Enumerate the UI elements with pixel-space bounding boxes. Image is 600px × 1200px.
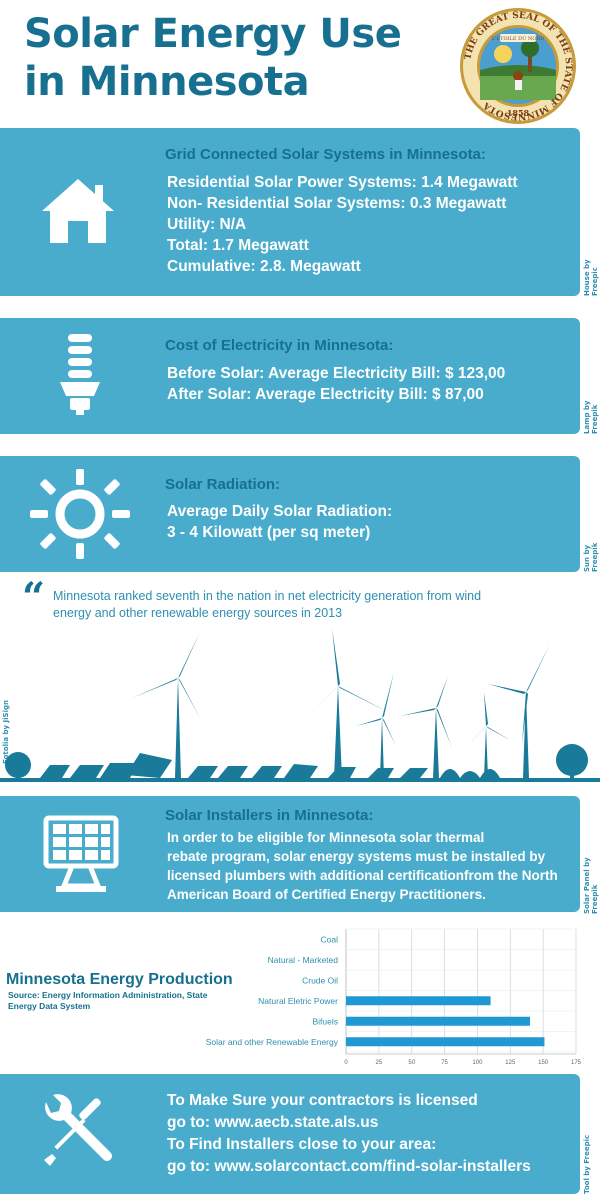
installers-line: In order to be eligible for Minnesota so… xyxy=(167,830,485,845)
seal-ribbon-text: L'ETOILE DU NORD xyxy=(492,36,544,42)
bar xyxy=(346,1016,530,1026)
category-label: Coal xyxy=(321,934,339,944)
radiation-heading: Solar Radiation: xyxy=(165,476,281,493)
contact-panel xyxy=(0,1074,580,1194)
cost-details: Before Solar: Average Electricity Bill: … xyxy=(167,363,505,405)
contact-link-1[interactable]: go to: www.aecb.state.als.us xyxy=(167,1114,379,1131)
page-title: Solar Energy Use in Minnesota xyxy=(24,11,402,105)
x-tick-label: 100 xyxy=(472,1060,483,1066)
grid-line: Cumulative: 2.8. Megawatt xyxy=(167,258,361,275)
state-seal-icon: L'ETOILE DU NORD THE GREAT SEAL OF THE S… xyxy=(460,8,576,124)
installers-line: American Board of Certified Energy Pract… xyxy=(167,887,486,902)
cost-panel xyxy=(0,318,580,434)
x-tick-label: 75 xyxy=(441,1060,448,1066)
x-tick-label: 125 xyxy=(505,1060,516,1066)
category-label: Crude Oil xyxy=(302,975,338,985)
tools-icon xyxy=(44,1094,112,1166)
cost-credit: Lamp by Freepik xyxy=(583,400,599,435)
installers-line: rebate program, solar energy systems mus… xyxy=(167,849,546,864)
contact-link-2[interactable]: go to: www.solarcontact.com/find-solar-i… xyxy=(167,1158,531,1175)
lamp-icon xyxy=(60,334,100,415)
category-label: Natural Eletric Power xyxy=(258,996,338,1006)
grid-credit: House by Freepic xyxy=(583,259,599,296)
grid-line: Utility: N/A xyxy=(167,216,247,233)
category-label: Solar and other Renewable Energy xyxy=(206,1037,339,1047)
sun-icon xyxy=(30,469,130,559)
x-tick-label: 0 xyxy=(344,1060,348,1066)
category-label: Natural - Marketed xyxy=(268,955,339,965)
x-tick-label: 50 xyxy=(408,1060,415,1066)
contact-credit: Tool by Freepic xyxy=(583,1134,591,1194)
house-icon xyxy=(42,179,114,243)
solar-panel-icon xyxy=(43,815,119,892)
installers-heading: Solar Installers in Minnesota: xyxy=(165,807,374,824)
installers-details: In order to be eligible for Minnesota so… xyxy=(167,828,558,904)
contact-line-1: To Make Sure your contractors is license… xyxy=(167,1092,478,1109)
cost-line: Before Solar: Average Electricity Bill: … xyxy=(167,365,506,382)
seal-year: 1858 xyxy=(507,108,530,118)
x-tick-label: 175 xyxy=(571,1060,582,1066)
radiation-line: 3 - 4 Kilowatt (per sq meter) xyxy=(167,524,371,541)
radiation-credit: Sun by Freepik xyxy=(583,542,599,572)
bar xyxy=(346,1037,545,1047)
grid-line: Non- Residential Solar Systems: 0.3 Mega… xyxy=(167,195,507,212)
cost-heading: Cost of Electricity in Minnesota: xyxy=(165,337,394,354)
radiation-details: Average Daily Solar Radiation: 3 - 4 Kil… xyxy=(167,501,392,543)
bar xyxy=(346,996,491,1006)
cost-line: After Solar: Average Electricity Bill: $… xyxy=(167,386,484,403)
installers-credit: Solar Panel by Freepik xyxy=(583,857,599,914)
grid-line: Total: 1.7 Megawatt xyxy=(167,237,309,254)
quote-text: Minnesota ranked seventh in the nation i… xyxy=(53,589,482,620)
category-label: Bifuels xyxy=(312,1016,338,1026)
grid-details: Residential Solar Power Systems: 1.4 Meg… xyxy=(167,172,518,277)
energy-production-chart: 0 25 50 75 100 125 150 175 Coal Natural - Markete… xyxy=(206,928,582,1066)
radiation-line: Average Daily Solar Radiation: xyxy=(167,503,393,520)
chart-title: Minnesota Energy Production xyxy=(6,971,233,988)
chart-subtitle: Source: Energy Information Administratio… xyxy=(8,990,208,1011)
contact-line-2: To Find Installers close to your area: xyxy=(167,1136,437,1153)
installers-line: licensed plumbers with additional certif… xyxy=(167,868,558,883)
wind-solar-scene-icon xyxy=(0,628,600,782)
grid-heading: Grid Connected Solar Systems in Minnesot… xyxy=(165,146,486,163)
x-tick-label: 150 xyxy=(538,1060,549,1066)
grid-line: Residential Solar Power Systems: 1.4 Meg… xyxy=(167,174,518,191)
quote-mark-icon: “ xyxy=(22,574,46,621)
x-tick-label: 25 xyxy=(376,1060,383,1066)
